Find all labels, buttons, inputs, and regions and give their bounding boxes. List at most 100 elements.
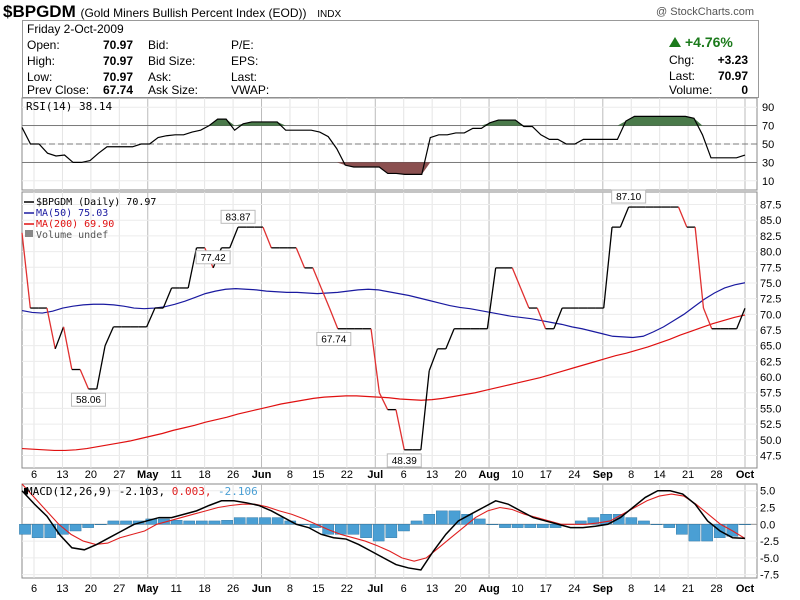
price-annotation: 67.74 [321,334,346,345]
x-tick-label: 24 [568,583,580,595]
x-tick-label: 15 [312,583,324,595]
x-tick-label: 13 [426,469,438,481]
price-segment [295,247,306,269]
volume-label: Volume: [669,83,713,97]
price-y-tick-label: 80.0 [760,247,781,259]
macd-histogram-bar [196,520,208,525]
price-legend-entry: Volume undef [36,230,108,241]
macd-histogram-bar [107,520,120,525]
macd-histogram-bar [625,517,638,525]
change-percent: +4.76% [669,34,733,50]
macd-histogram-bar [486,524,499,525]
x-tick-label: 18 [199,469,211,481]
x-tick-label: 15 [312,469,324,481]
price-segment [486,267,497,329]
open-value: 70.97 [102,38,133,52]
macd-histogram-bar [398,524,410,532]
macd-histogram-bar [221,520,233,525]
price-segment [229,226,239,249]
macd-y-tick-label: -5.0 [760,553,779,565]
ma50-line [21,282,746,339]
price-segment [21,232,31,309]
rsi-y-tick-label: 90 [762,102,774,114]
x-tick-label: 6 [31,583,37,595]
chart-title: $BPGDM (Gold Miners Bullish Percent Inde… [3,2,341,22]
macd-histogram-bar [208,520,221,525]
x-tick-label: 14 [654,583,666,595]
x-tick-label: 18 [199,583,211,595]
x-tick-label: 21 [682,583,694,595]
macd-histogram-bar [19,524,31,535]
macd-histogram-bar [259,517,271,525]
x-tick-label: 6 [401,469,407,481]
last-value: 70.97 [717,69,748,83]
x-tick-label: 20 [85,583,97,595]
macd-histogram-bar [31,524,44,538]
rsi-y-tick-label: 10 [762,176,774,188]
rsi-y-tick-label: 30 [762,157,774,169]
chg-label: Chg: [669,53,695,67]
price-annotation: 77.42 [201,253,226,264]
low-value: 70.97 [102,70,133,84]
price-annotation: 58.06 [76,395,101,406]
ma200-line [21,314,746,452]
x-tick-label: 22 [341,583,353,595]
x-tick-label: 8 [287,469,293,481]
x-tick-label: 27 [113,583,125,595]
macd-histogram-bar [385,524,398,538]
price-segment [619,206,630,228]
quote-date: Friday 2-Oct-2009 [27,22,124,36]
price-annotation-box [70,392,106,407]
price-segment [79,369,90,390]
macd-histogram-bar [638,520,650,525]
x-tick-label: 8 [628,583,634,595]
macd-histogram-bar [170,520,183,525]
x-tick-label: Oct [736,469,755,481]
price-segment [312,267,322,289]
price-legend-entry: MA(200) 69.90 [36,219,114,230]
rsi-overbought-fill [22,116,745,126]
rsi-oversold-fill [22,162,745,175]
macd-legend: MACD(12,26,9) -2.103, 0.003, -2.106 [26,485,258,498]
macd-histogram-bar [120,520,132,525]
price-y-tick-label: 60.0 [760,372,781,384]
price-segment [96,345,106,390]
x-tick-label: Sep [593,469,613,481]
x-tick-label: 24 [568,469,580,481]
macd-histogram-bar [372,524,385,542]
price-segment [162,287,173,309]
price-segment [702,307,713,329]
macd-y-tick-label: -7.5 [760,570,779,582]
volume-value: 0 [741,83,748,97]
ask-label: Ask: [148,70,172,84]
x-tick-label: 20 [454,583,466,595]
price-y-tick-label: 67.5 [760,325,781,337]
macd-line [21,489,746,571]
price-annotation: 83.87 [226,212,251,223]
macd-histogram-bar [676,524,688,535]
macd-histogram-bar [158,518,170,525]
macd-y-tick-label: 0.0 [760,519,775,531]
macd-signal-line [21,483,746,562]
price-segment [603,227,613,309]
volume-legend-swatch [25,230,33,237]
macd-histogram-bar [701,524,713,542]
macd-histogram-bar [650,524,663,525]
open-label: Open: [27,38,60,52]
last-label-mid: Last: [231,70,258,84]
price-annotation-box [386,453,422,468]
price-segment [736,307,746,329]
last-label: Last: [669,69,696,83]
macd-histogram-bar [347,524,360,535]
x-tick-label: 13 [426,583,438,595]
macd-histogram-bar [448,510,461,525]
x-tick-label: 10 [511,469,523,481]
price-segment [378,392,389,410]
x-tick-label: 28 [710,583,722,595]
bid-label: Bid: [148,38,169,52]
macd-histogram-bar [739,524,751,525]
price-segment [395,409,405,450]
copyright[interactable]: @ StockCharts.com [656,6,754,18]
x-tick-label: 26 [227,469,239,481]
